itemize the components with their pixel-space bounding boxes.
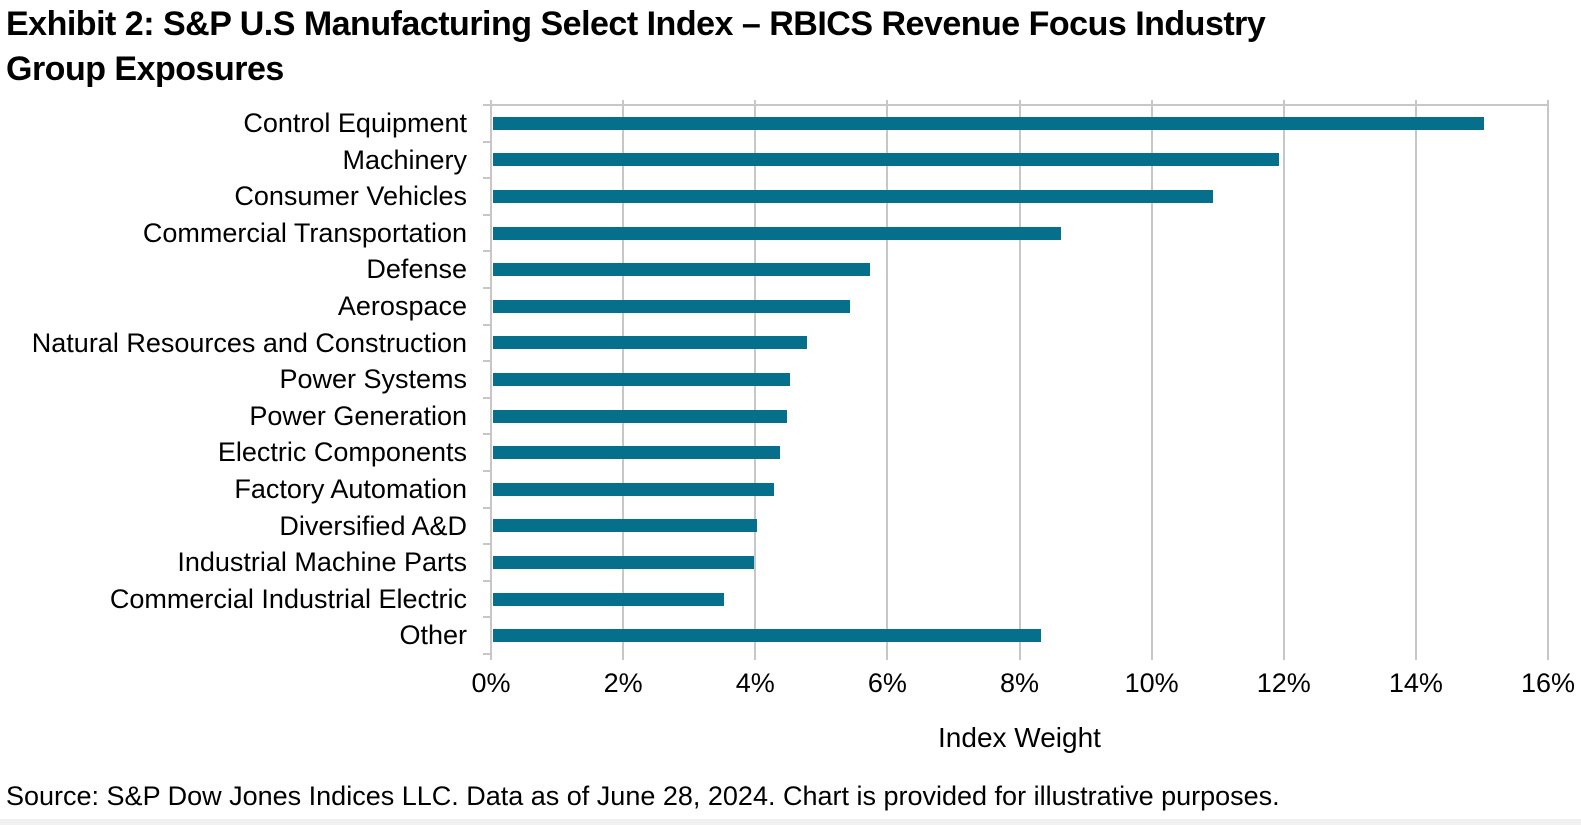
category-axis-tick [483,433,491,436]
x-tick-label: 8% [999,668,1040,698]
category-axis-tick [483,653,491,655]
chart-title: Exhibit 2: S&P U.S Manufacturing Select … [6,2,1266,92]
bar [493,336,807,350]
x-tick-label: 14% [1388,668,1443,698]
category-label: Power Systems [279,364,467,395]
gridline-12pct [1282,100,1285,660]
source-note: Source: S&P Dow Jones Indices LLC. Data … [6,781,1280,811]
x-tick-label: 16% [1520,668,1576,698]
bar [493,446,781,460]
category-label: Power Generation [249,400,467,431]
bar [493,373,791,386]
gridline-14pct [1414,100,1417,660]
category-label: Consumer Vehicles [234,181,467,212]
x-tick-label: 12% [1256,668,1311,698]
gridline-16pct [1547,100,1549,660]
category-axis-tick [483,543,491,546]
category-label: Machinery [342,144,467,175]
category-label: Other [399,620,467,651]
bar [493,299,850,313]
bar [493,629,1042,643]
category-axis-tick [483,177,491,180]
gridline-10pct [1150,100,1153,660]
category-label: Aerospace [337,291,467,321]
bar [493,409,787,423]
category-label: Natural Resources and Construction [31,327,467,358]
gridline-8pct [1018,100,1021,660]
category-axis-tick [483,213,491,216]
category-label: Commercial Transportation [142,217,467,248]
category-axis-tick [483,616,491,619]
x-tick-label: 4% [735,668,775,698]
gridline-6pct [886,100,889,660]
category-axis-tick [483,506,491,509]
bar [493,519,758,533]
bar [493,190,1214,203]
category-label: Electric Components [217,437,467,468]
bar [493,226,1062,240]
category-label: Factory Automation [234,474,467,504]
bar [493,263,870,277]
x-tick-label: 6% [867,668,907,698]
gridline-0pct [490,100,492,660]
chart-title-line1: Exhibit 2: S&P U.S Manufacturing Select … [6,5,1266,43]
chart-title-line2: Group Exposures [6,50,284,88]
category-axis-tick [483,250,491,253]
x-axis-title: Index Weight [938,722,1101,753]
category-label: Commercial Industrial Electric [109,583,467,614]
category-axis-tick [483,396,491,399]
category-axis-tick [483,323,491,326]
bar [493,482,774,496]
category-label: Control Equipment [243,108,467,138]
bar [493,116,1484,130]
x-tick-label: 0% [471,668,511,698]
category-axis-tick [483,140,491,143]
category-axis-tick [483,579,491,582]
bar [493,153,1280,167]
page-bottom-edge [0,819,1581,825]
category-label: Industrial Machine Parts [177,547,467,578]
category-axis-tick [483,470,491,472]
category-label: Defense [366,254,467,285]
plot-top-border [491,104,1549,106]
category-label: Diversified A&D [279,510,467,541]
x-tick-label: 2% [603,668,643,698]
bar [493,556,754,569]
category-axis-tick [483,360,491,363]
category-axis-tick [483,287,491,289]
category-axis-tick [483,104,491,106]
x-tick-label: 10% [1124,668,1179,698]
bar [493,592,725,606]
